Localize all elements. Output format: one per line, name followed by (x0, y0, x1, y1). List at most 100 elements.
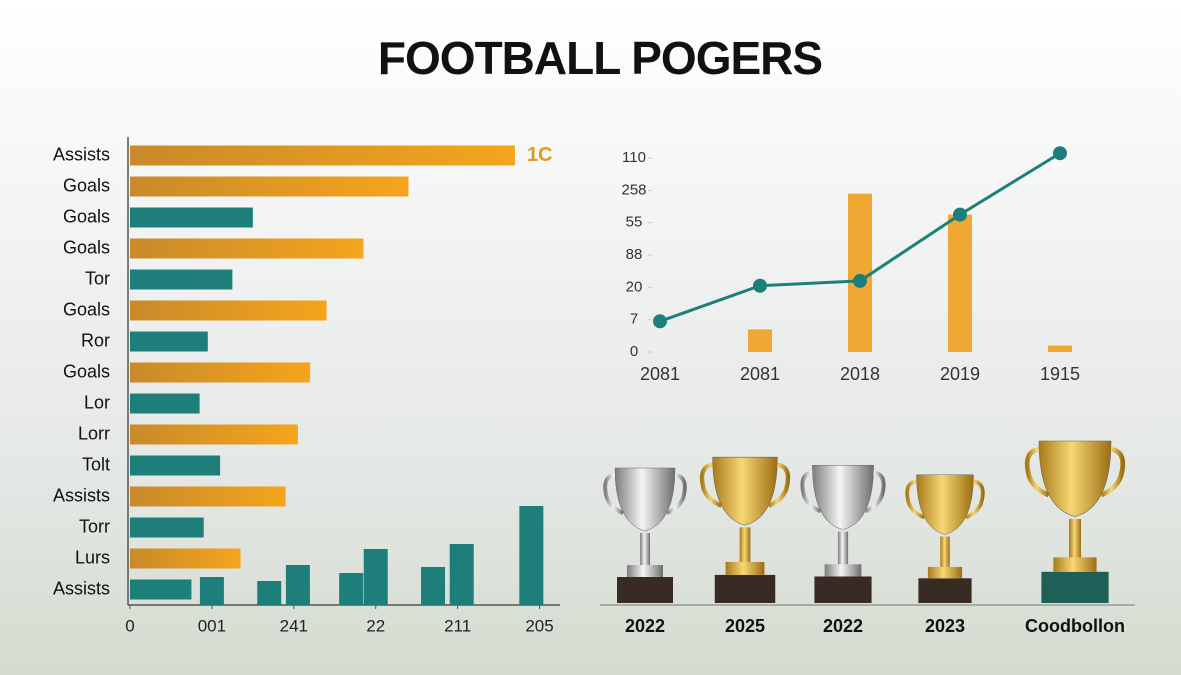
y-tick-label: 55 (626, 214, 643, 231)
trophy-base (1041, 571, 1109, 603)
trophy-plinth (1053, 557, 1097, 572)
bar (130, 362, 311, 383)
trophy (603, 467, 687, 603)
category-label: Goals (63, 299, 110, 319)
y-tick-label: 110 (622, 149, 646, 166)
column (449, 544, 474, 605)
trophy-stem (640, 533, 650, 565)
trophy-stem (940, 536, 950, 567)
x-tick-label: 0 (125, 616, 134, 635)
category-label: Goals (63, 361, 110, 381)
bar (130, 579, 192, 600)
category-label: Assists (53, 578, 110, 598)
column (339, 573, 364, 605)
bar (130, 207, 253, 228)
line-point (1053, 146, 1067, 161)
x-tick-label: 001 (198, 616, 226, 635)
trophy-stem (1069, 519, 1081, 558)
x-tick-label: 205 (525, 616, 553, 635)
trophy-label: 2022 (823, 616, 863, 636)
trophy-handle (864, 470, 886, 514)
x-tick-label: 2018 (840, 364, 880, 384)
category-label: Ror (81, 330, 110, 350)
y-tick-label: 258 (621, 181, 646, 198)
bar (130, 331, 208, 352)
bar (130, 424, 298, 445)
trophy-stem (837, 531, 849, 565)
category-label: Tor (85, 268, 110, 288)
category-label: Assists (53, 144, 110, 164)
category-label: Lorr (78, 423, 110, 443)
x-tick-label: 241 (280, 616, 308, 635)
trophy-label: 2022 (625, 616, 665, 636)
bar (130, 176, 409, 197)
column (363, 549, 388, 605)
line-point (653, 314, 667, 329)
category-label: Tolt (82, 454, 110, 474)
trophy (800, 465, 886, 603)
column (519, 506, 544, 605)
trophy-cup (712, 456, 778, 526)
column (199, 577, 224, 605)
bar (130, 517, 204, 538)
trophy-base (814, 576, 872, 603)
annotation: 1C (527, 144, 553, 166)
trophy-handle (965, 479, 985, 520)
trophy-handle (905, 479, 925, 520)
trophy-handle (603, 473, 624, 515)
trophy-plinth (725, 561, 765, 575)
bar (130, 238, 364, 259)
bar (130, 269, 233, 290)
trophy-label: 2025 (725, 616, 765, 636)
category-label: Goals (63, 206, 110, 226)
x-tick-label: 211 (444, 616, 471, 635)
column (257, 581, 282, 605)
bar (130, 548, 241, 569)
category-label: Goals (63, 237, 110, 257)
trophy-handle (666, 473, 687, 515)
trophy-plinth (627, 565, 663, 577)
bar (130, 486, 286, 507)
x-tick-label: 22 (366, 616, 385, 635)
line-point (953, 207, 967, 222)
line-point (853, 273, 867, 288)
trophy-base (714, 574, 776, 603)
trophy-plinth (927, 566, 963, 579)
trophy-base (918, 578, 972, 603)
trophy-plinth (824, 564, 862, 577)
page-title: FOOTBALL POGERS (378, 32, 822, 84)
trophy-cup (1038, 440, 1112, 517)
bar (130, 393, 200, 414)
trophy (905, 474, 985, 603)
trophy (699, 456, 791, 603)
trophy-handle (1024, 447, 1050, 498)
trophy-handle (800, 470, 822, 514)
category-label: Goals (63, 175, 110, 195)
column (421, 567, 446, 605)
x-tick-label: 2019 (940, 364, 980, 384)
y-tick-label: 7 (630, 311, 638, 328)
category-label: Assists (53, 485, 110, 505)
bar (130, 300, 327, 321)
trophy-label: Coodbollon (1025, 616, 1125, 636)
trophy-cup (812, 465, 874, 530)
trophy (1024, 440, 1126, 603)
bar (948, 214, 972, 352)
category-label: Torr (79, 516, 110, 536)
x-tick-label: 2081 (640, 364, 680, 384)
trophy-handle (699, 462, 723, 508)
trophy-handle (767, 462, 791, 508)
bar (848, 193, 872, 352)
x-tick-label: 1915 (1040, 364, 1080, 384)
trophy-label: 2023 (925, 616, 965, 636)
line-point (753, 278, 767, 293)
bar (130, 455, 221, 476)
trophy-handle (1100, 447, 1126, 498)
trophy-stem (739, 527, 751, 562)
trophy-cup (614, 467, 676, 532)
y-tick-label: 0 (630, 343, 638, 360)
trophy-cup (916, 474, 974, 535)
category-label: Lor (84, 392, 110, 412)
